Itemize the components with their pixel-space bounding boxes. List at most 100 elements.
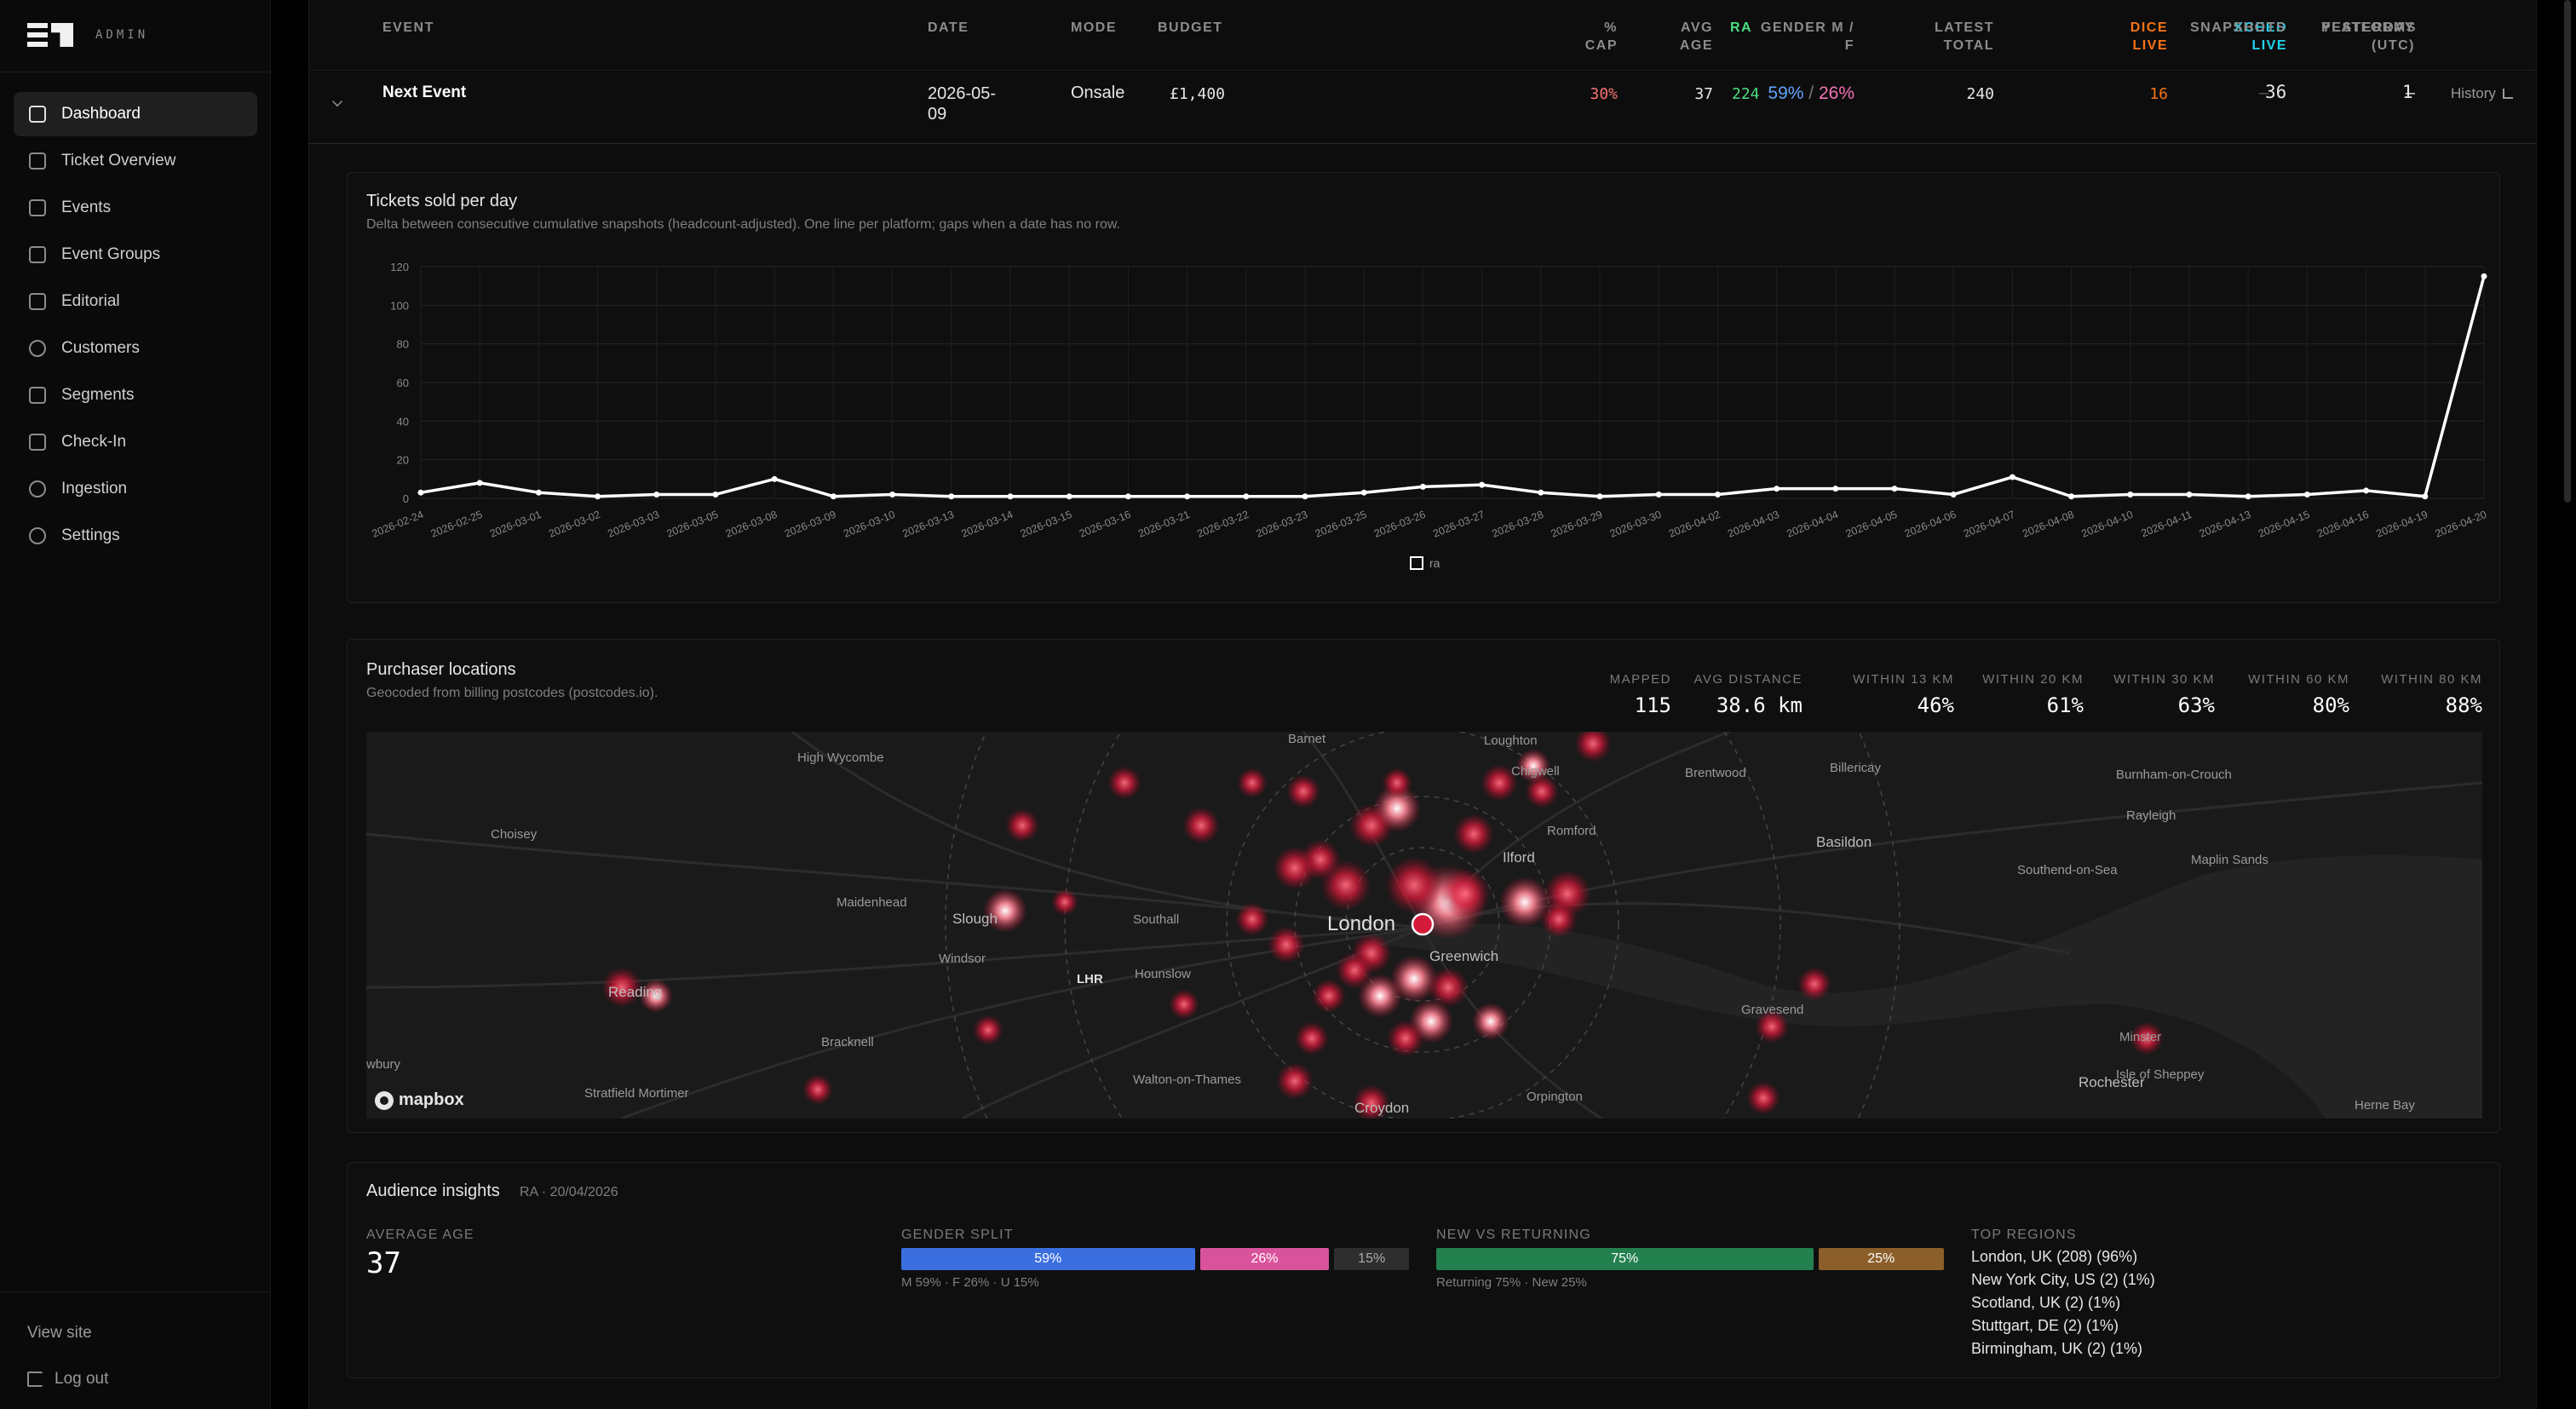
map-label: Burnham-on-Crouch <box>2116 768 2232 782</box>
sidebar-item-dashboard[interactable]: Dashboard <box>14 92 257 136</box>
dice-value: 16 <box>2149 85 2168 103</box>
x-tick-label: 2026-04-16 <box>2315 509 2371 540</box>
data-point <box>2009 474 2015 480</box>
data-point <box>1243 493 1250 500</box>
history-link[interactable]: History <box>2451 85 2513 102</box>
sidebar-item-segments[interactable]: Segments <box>14 373 257 417</box>
event-name[interactable]: Next Event <box>382 83 467 101</box>
x-tick-label: 2026-03-29 <box>1550 509 1605 540</box>
region-item: London, UK (208) (96%) <box>1971 1248 2138 1265</box>
col-latest-line: TOTAL <box>1943 38 1994 53</box>
data-point <box>1007 493 1014 500</box>
x-tick-label: 2026-04-05 <box>1844 509 1900 540</box>
map-label: Minster <box>2119 1030 2162 1044</box>
sidebar-item-customers[interactable]: Customers <box>14 326 257 371</box>
ra-value: 224 <box>1732 85 1760 103</box>
col-yesterday[interactable]: YESTERDAY (UTC) <box>2321 19 2415 55</box>
stat-within-13-km: WITHIN 13 KM 46% <box>1853 672 1954 717</box>
sidebar-item-editorial[interactable]: Editorial <box>14 279 257 324</box>
sidebar-item-events[interactable]: Events <box>14 186 257 230</box>
x-tick-label: 2026-04-03 <box>1726 509 1781 540</box>
map-label: Barnet <box>1288 732 1326 746</box>
mapbox-attribution[interactable]: mapbox <box>375 1090 464 1110</box>
data-point <box>771 475 778 482</box>
col-budget[interactable]: BUDGET <box>1158 20 1223 35</box>
sidebar-item-ingestion[interactable]: Ingestion <box>14 467 257 511</box>
panel-subtitle: Geocoded from billing postcodes (postcod… <box>366 686 658 700</box>
sidebar-item-check-in[interactable]: Check-In <box>14 420 257 464</box>
view-site-link[interactable]: View site <box>27 1324 92 1342</box>
col-age-line: AVG <box>1681 20 1713 35</box>
heatmap-blob <box>1268 926 1305 963</box>
heatmap-blob <box>1453 814 1494 854</box>
map-label: Bracknell <box>821 1035 874 1050</box>
heatmap-blob <box>1382 768 1412 798</box>
col-gender[interactable]: GENDER M / F <box>1761 19 1854 55</box>
col-dice-live[interactable]: DICE LIVE <box>2130 19 2168 55</box>
map-label: Loughton <box>1484 733 1538 748</box>
col-platforms[interactable]: PLATFORMS <box>2321 20 2417 35</box>
col-event[interactable]: EVENT <box>382 20 434 35</box>
audience-insights-panel: Audience insights RA · 20/04/2026 AVERAG… <box>347 1162 2500 1378</box>
data-point <box>1891 486 1898 492</box>
top-regions-list: London, UK (208) (96%) New York City, US … <box>1971 1248 2155 1363</box>
col-dice-line: LIVE <box>2132 38 2168 53</box>
sidebar-item-event-groups[interactable]: Event Groups <box>14 233 257 277</box>
x-tick-label: 2026-03-13 <box>900 509 956 540</box>
avg-age-value: 37 <box>1694 85 1713 103</box>
calendar-icon <box>29 199 46 216</box>
col-snapshots[interactable]: SNAPSHOTS <box>2190 20 2287 35</box>
data-point <box>2068 493 2075 500</box>
table-row[interactable] <box>309 72 2536 143</box>
x-tick-label: 2026-04-10 <box>2079 509 2135 540</box>
col-latest-total[interactable]: LATEST TOTAL <box>1935 19 1994 55</box>
scrollbar[interactable] <box>2564 0 2571 503</box>
data-point <box>1302 493 1308 500</box>
data-point <box>595 493 601 500</box>
x-tick-label: 2026-02-25 <box>429 509 485 540</box>
x-tick-label: 2026-04-11 <box>2139 509 2194 540</box>
data-point <box>1538 489 1544 496</box>
bar-segment: 26% <box>1199 1248 1330 1270</box>
heatmap-blob <box>1440 868 1491 919</box>
avg-age-label: AVERAGE AGE <box>366 1228 474 1242</box>
y-tick-label: 80 <box>397 338 409 351</box>
heatmap-blob <box>1574 732 1612 762</box>
sidebar-item-ticket-overview[interactable]: Ticket Overview <box>14 139 257 183</box>
map-label: Walton-on-Thames <box>1133 1073 1241 1087</box>
map-label: Basildon <box>1816 834 1872 850</box>
logout-button[interactable]: Log out <box>27 1356 108 1402</box>
purchaser-map[interactable]: High Wycombe Loughton Chigwell Brentwood Bil… <box>366 732 2482 1119</box>
bar-segment: 59% <box>901 1248 1195 1270</box>
insights-meta: RA · 20/04/2026 <box>520 1185 618 1199</box>
divider <box>309 70 2536 71</box>
sidebar-item-label: Ticket Overview <box>61 152 176 170</box>
map-label: Gravesend <box>1741 1003 1804 1017</box>
col-ra[interactable]: RA <box>1730 20 1753 35</box>
map-label: Ilford <box>1503 849 1535 866</box>
heatmap-blob <box>1516 749 1550 783</box>
col-mode[interactable]: MODE <box>1071 20 1117 35</box>
data-point <box>1950 491 1957 497</box>
y-tick-label: 0 <box>403 492 409 505</box>
panel-title: Purchaser locations <box>366 660 516 679</box>
col-age[interactable]: AVG AGE <box>1680 19 1713 55</box>
data-point <box>2363 487 2370 494</box>
logo[interactable]: ADMIN <box>27 22 148 48</box>
stat-within-80-km: WITHIN 80 KM 88% <box>2381 672 2482 717</box>
data-point <box>476 480 483 486</box>
x-tick-label: 2026-03-03 <box>606 509 661 540</box>
col-date[interactable]: DATE <box>928 20 969 35</box>
document-icon <box>29 293 46 310</box>
chevron-down-icon[interactable] <box>332 96 342 106</box>
data-point <box>2186 491 2193 497</box>
col-xceed-live[interactable]: XCEED LIVE <box>2234 19 2287 55</box>
col-cap[interactable]: % CAP <box>1585 19 1618 55</box>
sidebar-item-label: Settings <box>61 526 120 544</box>
sidebar-item-settings[interactable]: Settings <box>14 514 257 558</box>
platforms-value: 1 <box>2402 82 2413 102</box>
x-tick-label: 2026-04-19 <box>2374 509 2429 540</box>
data-point <box>1184 493 1191 500</box>
sidebar-item-label: Ingestion <box>61 480 128 497</box>
